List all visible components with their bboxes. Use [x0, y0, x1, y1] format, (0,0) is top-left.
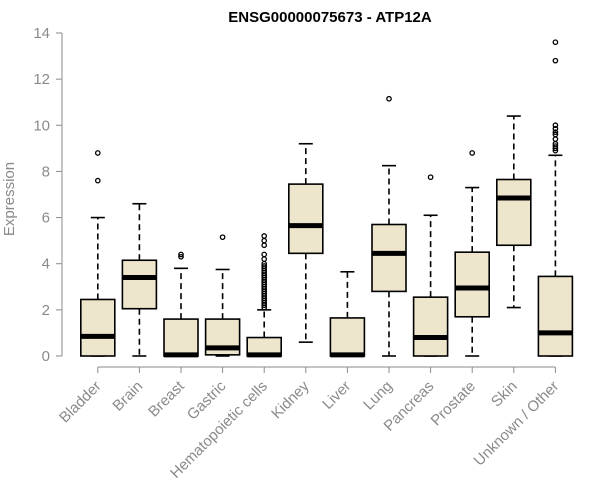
chart-title: ENSG00000075673 - ATP12A [228, 9, 432, 26]
x-tick-label: Bladder [56, 378, 105, 427]
y-tick-label: 14 [33, 25, 50, 42]
box-iqr [163, 318, 199, 357]
outlier-point [552, 122, 559, 129]
outlier-point [261, 256, 268, 262]
outlier-point [552, 129, 559, 136]
x-tick-label: Kidney [268, 377, 313, 422]
box-group [204, 234, 241, 357]
outlier-point [261, 251, 268, 258]
box-group [80, 150, 116, 357]
box-iqr [287, 183, 324, 255]
outlier-point [552, 143, 559, 149]
box-group [246, 233, 282, 358]
box-iqr [454, 251, 491, 318]
outlier-point [552, 39, 559, 46]
y-tick-label: 2 [42, 302, 50, 319]
box-group [287, 142, 324, 343]
box-iqr [495, 178, 532, 247]
box-group [121, 202, 158, 357]
box-iqr [371, 223, 407, 293]
y-axis: 0 2 4 6 8 10 12 14 [33, 25, 63, 365]
y-tick-label: 12 [33, 71, 50, 88]
outlier-point [94, 177, 101, 184]
outlier-point [261, 233, 268, 239]
outlier-point [469, 150, 476, 156]
box-iqr [80, 298, 116, 357]
x-tick-label: Skin [488, 378, 521, 411]
box-group [329, 270, 366, 358]
x-tick-label: Prostate [427, 378, 479, 430]
box-group [454, 150, 491, 357]
box-iqr [121, 259, 158, 310]
box-series [80, 39, 574, 358]
outlier-point [178, 251, 184, 258]
outlier-point [552, 136, 559, 142]
box-group [537, 39, 574, 357]
outlier-point [219, 234, 226, 241]
outlier-point [261, 237, 268, 244]
outlier-point [178, 253, 184, 260]
y-tick-label: 6 [42, 210, 50, 227]
outlier-point [261, 242, 268, 249]
box-iqr [412, 296, 449, 357]
box-iqr [537, 275, 574, 357]
box-group [495, 115, 532, 309]
x-tick-label: Brain [109, 378, 146, 415]
box-group [371, 95, 407, 357]
x-tick-label: Breast [145, 377, 188, 420]
y-axis-label: Expression [1, 162, 18, 236]
y-tick-label: 0 [42, 348, 50, 365]
y-tick-label: 8 [42, 163, 50, 180]
x-tick-label: Lung [360, 378, 396, 414]
outlier-point [552, 131, 559, 138]
outlier-point [94, 150, 101, 156]
outlier-point [386, 95, 392, 102]
box-iqr [329, 317, 366, 357]
box-group [163, 251, 199, 358]
x-tick-label: Liver [319, 378, 354, 413]
outlier-point [552, 57, 559, 64]
outlier-point [427, 174, 434, 181]
y-tick-label: 4 [42, 256, 50, 273]
y-tick-label: 10 [33, 117, 50, 134]
box-group [412, 174, 449, 357]
outlier-point [552, 125, 559, 132]
outlier-point [261, 263, 268, 269]
